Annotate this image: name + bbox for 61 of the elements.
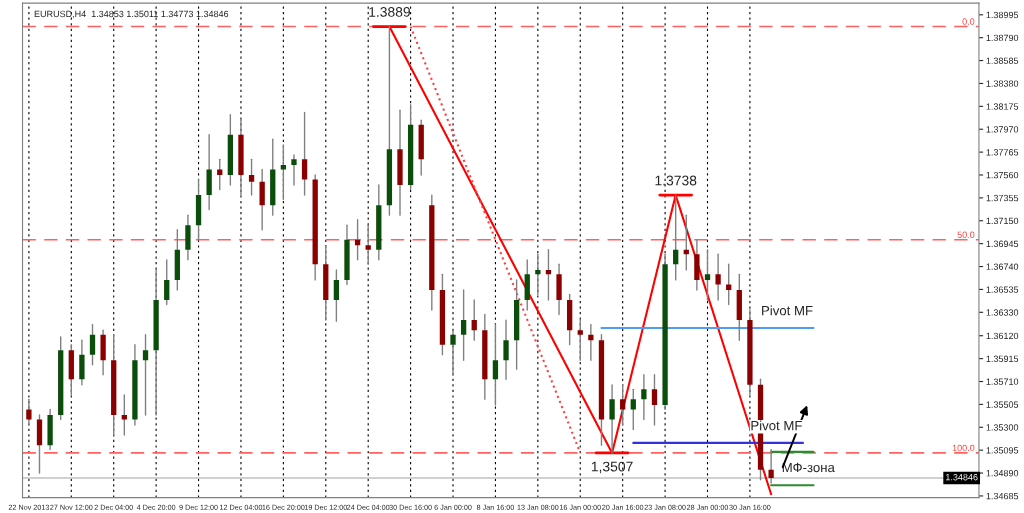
candlestick	[503, 319, 509, 380]
text: EURUSD,H4 1.34853 1.35011 1.34773 1.34846	[34, 10, 229, 19]
candlestick	[620, 384, 626, 426]
ref-line-label: 1.34846	[946, 473, 978, 481]
y-tick-label: 1.36120	[986, 332, 1019, 340]
y-tick-label: 1.37355	[986, 194, 1019, 202]
y-tick-label: 1.37560	[986, 171, 1019, 179]
y-tick-label: 1.35300	[986, 424, 1019, 431]
candlestick	[26, 398, 32, 426]
y-tick-label: 1.36535	[986, 286, 1019, 293]
candlestick	[492, 323, 499, 406]
candlestick	[217, 158, 223, 191]
candlestick	[301, 111, 308, 196]
y-tick-label: 1.38585	[986, 57, 1019, 64]
candlestick	[715, 253, 721, 301]
y-tick-label: 1.38995	[986, 11, 1019, 19]
candlestick	[259, 168, 265, 231]
data-label: 1.3738	[655, 175, 697, 186]
candlestick	[248, 158, 255, 196]
candlestick	[630, 388, 636, 431]
series-label: Pivot MF	[762, 305, 813, 316]
annotation: 50.0	[957, 231, 975, 238]
y-tick-label: 1.37150	[986, 217, 1019, 225]
candlestick	[164, 259, 170, 306]
y-tick-label: 1.35505	[986, 401, 1019, 408]
candlestick	[673, 194, 679, 281]
candlestick	[704, 249, 711, 301]
y-tick-label: 1.36945	[986, 240, 1019, 248]
candlestick	[365, 224, 371, 265]
candlestick	[609, 384, 615, 454]
y-tick-label: 1.35710	[986, 378, 1019, 385]
data-label: 1,3507	[591, 461, 633, 474]
candlestick	[291, 154, 297, 186]
candlestick	[333, 269, 340, 322]
series-label: МФ-зона	[782, 462, 835, 473]
y-tick-label: 1.34685	[986, 492, 1019, 500]
y-tick-label: 1.36740	[986, 263, 1019, 270]
candlestick	[726, 263, 732, 306]
candlestick	[460, 289, 467, 361]
candlestick	[142, 333, 149, 416]
y-tick-label: 1.38790	[986, 34, 1019, 42]
candlestick	[577, 319, 583, 361]
y-tick-label: 1.34890	[986, 470, 1019, 477]
annotation: 0.0	[962, 18, 975, 25]
y-tick-label: 1.38380	[986, 80, 1019, 87]
y-tick-label: 1.36330	[986, 309, 1019, 316]
candlestick	[641, 374, 647, 421]
data-label: 1.3889	[369, 7, 410, 17]
candlestick	[450, 329, 456, 376]
y-tick-label: 1.37970	[986, 126, 1019, 133]
annotation: 100.0	[952, 444, 975, 452]
series-label: Pivot MF	[751, 420, 802, 431]
candlestick	[471, 299, 477, 341]
candlestick	[588, 323, 594, 361]
candlestick	[768, 448, 774, 484]
candlestick	[651, 374, 658, 426]
y-tick-label: 1.35915	[986, 355, 1019, 362]
y-tick-label: 1.37765	[986, 149, 1019, 156]
y-tick-label: 1.38175	[986, 103, 1019, 110]
candlestick	[89, 323, 96, 366]
y-tick-label: 1.35095	[986, 447, 1019, 454]
